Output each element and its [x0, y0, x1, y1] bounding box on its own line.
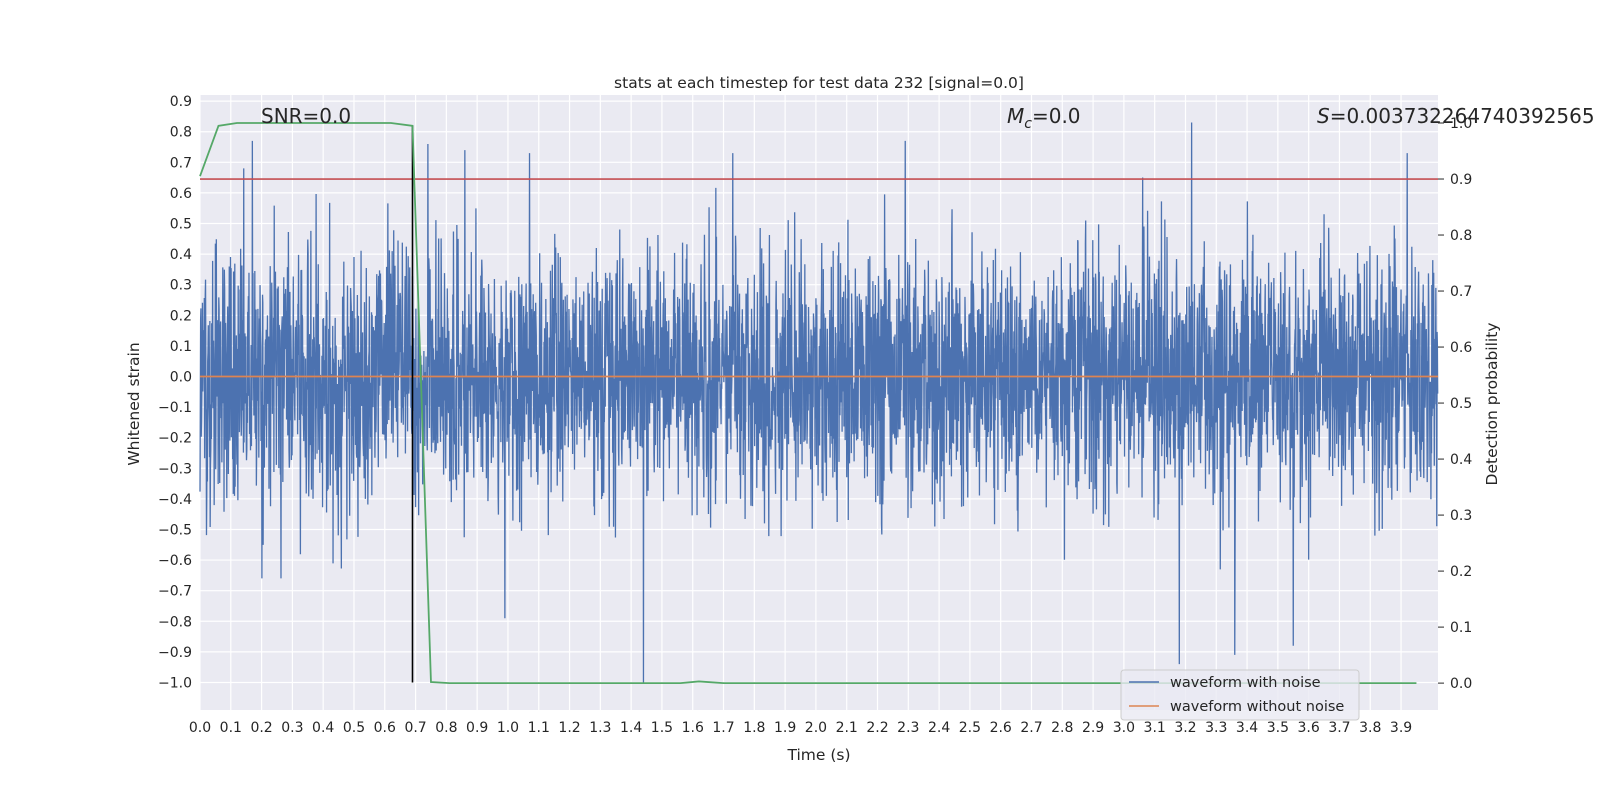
- y-tick-label: 0.5: [170, 217, 192, 233]
- y-tick-label: 0.4: [170, 247, 192, 263]
- legend-box: [1120, 669, 1360, 721]
- x-tick-label: 0.9: [466, 720, 488, 736]
- legend: waveform with noise waveform without noi…: [1120, 669, 1360, 721]
- x-tick-label: 3.0: [1113, 720, 1135, 736]
- snr-annotation: SNR=0.0: [261, 104, 351, 128]
- chirp-mass-symbol: M: [1007, 104, 1024, 128]
- x-tick-label: 3.8: [1359, 720, 1381, 736]
- x-tick-label: 2.7: [1020, 720, 1042, 736]
- y2-tick-label: 0.2: [1450, 564, 1472, 580]
- y-tick-label: 0.8: [170, 125, 192, 141]
- y2-tick-label: 0.4: [1450, 452, 1472, 468]
- x-tick-label: 0.6: [374, 720, 396, 736]
- y-tick-label: −0.9: [158, 645, 192, 661]
- x-tick-label: 1.9: [774, 720, 796, 736]
- x-tick-label: 1.2: [558, 720, 580, 736]
- y-tick-label: −0.2: [158, 431, 192, 447]
- y-tick-label: 0.2: [170, 308, 192, 324]
- s-symbol: S: [1317, 104, 1330, 128]
- y2-tick-label: 0.9: [1450, 172, 1472, 188]
- series-detection-probability: [199, 122, 1417, 685]
- y-tick-label: 0.6: [170, 186, 192, 202]
- x-tick-label: 2.1: [836, 720, 858, 736]
- x-tick-label: 0.0: [189, 720, 211, 736]
- y2-axis-label: Detection probability: [1483, 323, 1501, 486]
- x-tick-label: 0.2: [250, 720, 272, 736]
- y-tick-label: 0.0: [170, 369, 192, 385]
- x-tick-label: 3.5: [1267, 720, 1289, 736]
- y2-tick-label: 0.1: [1450, 620, 1472, 636]
- x-tick-label: 3.4: [1236, 720, 1258, 736]
- x-tick-label: 1.6: [682, 720, 704, 736]
- y-tick-label: −1.0: [158, 675, 192, 691]
- y-tick-label: 0.1: [170, 339, 192, 355]
- y2-tick-label: 0.6: [1450, 340, 1472, 356]
- y-axis-ticks: −1.0 −0.9 −0.8 −0.7 −0.6 −0.5 −0.4 −0.3 −0.2 −0.1…: [158, 94, 192, 691]
- y2-tick-label: 0.5: [1450, 396, 1472, 412]
- y-tick-label: 0.7: [170, 155, 192, 171]
- x-tick-label: 2.3: [897, 720, 919, 736]
- y2-tick-label: 1.0: [1450, 116, 1472, 132]
- y-tick-label: 0.3: [170, 278, 192, 294]
- chirp-mass-subscript: c: [1024, 116, 1032, 132]
- y-axis-label: Whitened strain: [125, 342, 143, 465]
- x-tick-label: 0.4: [312, 720, 334, 736]
- x-tick-label: 1.0: [497, 720, 519, 736]
- chirp-mass-annotation: Mc=0.0: [1007, 104, 1081, 132]
- x-tick-label: 2.4: [928, 720, 950, 736]
- x-tick-label: 2.0: [805, 720, 827, 736]
- x-tick-label: 2.6: [990, 720, 1012, 736]
- y-tick-label: −0.5: [158, 522, 192, 538]
- x-tick-label: 1.5: [651, 720, 673, 736]
- x-tick-label: 2.5: [959, 720, 981, 736]
- y-tick-label: 0.9: [170, 94, 192, 110]
- x-tick-label: 0.7: [404, 720, 426, 736]
- x-tick-label: 3.9: [1390, 720, 1412, 736]
- x-axis-label: Time (s): [786, 746, 850, 764]
- y-tick-label: −0.6: [158, 553, 192, 569]
- x-tick-label: 1.1: [528, 720, 550, 736]
- y2-tick-label: 0.0: [1450, 676, 1472, 692]
- x-tick-label: 3.6: [1298, 720, 1320, 736]
- x-tick-label: 2.9: [1082, 720, 1104, 736]
- x-tick-label: 1.3: [589, 720, 611, 736]
- y-tick-label: −0.3: [158, 461, 192, 477]
- y2-tick-label: 0.3: [1450, 508, 1472, 524]
- y-tick-label: −0.8: [158, 614, 192, 630]
- x-tick-label: 1.4: [620, 720, 642, 736]
- plot-series: [199, 122, 1439, 685]
- y-tick-label: −0.7: [158, 584, 192, 600]
- x-tick-label: 2.2: [866, 720, 888, 736]
- s-annotation: S=0.003732264740392565: [1317, 104, 1595, 128]
- x-tick-label: 0.1: [220, 720, 242, 736]
- legend-label-clean: waveform without noise: [1170, 699, 1344, 715]
- y-tick-label: −0.4: [158, 492, 192, 508]
- x-tick-label: 3.7: [1328, 720, 1350, 736]
- y2-tick-label: 0.8: [1450, 228, 1472, 244]
- chart-title: stats at each timestep for test data 232…: [614, 74, 1024, 92]
- x-tick-label: 3.3: [1205, 720, 1227, 736]
- x-tick-label: 3.1: [1144, 720, 1166, 736]
- x-tick-label: 0.5: [343, 720, 365, 736]
- x-tick-label: 0.8: [435, 720, 457, 736]
- x-tick-label: 3.2: [1174, 720, 1196, 736]
- x-axis-ticks: 0.0 0.1 0.2 0.3 0.4 0.5 0.6 0.7 0.8 0.9 1.0 1.1 1.2 1…: [189, 720, 1412, 736]
- x-tick-label: 1.8: [743, 720, 765, 736]
- chirp-mass-value: =0.0: [1032, 104, 1081, 128]
- legend-label-noise: waveform with noise: [1170, 675, 1321, 691]
- x-tick-label: 1.7: [712, 720, 734, 736]
- y2-tick-label: 0.7: [1450, 284, 1472, 300]
- s-value: =0.003732264740392565: [1330, 104, 1595, 128]
- x-tick-label: 2.8: [1051, 720, 1073, 736]
- y-tick-label: −0.1: [158, 400, 192, 416]
- y2-axis-ticks: 0.0 0.1 0.2 0.3 0.4 0.5 0.6 0.7 0.8 0.9 1.0: [1438, 116, 1472, 692]
- x-tick-label: 0.3: [281, 720, 303, 736]
